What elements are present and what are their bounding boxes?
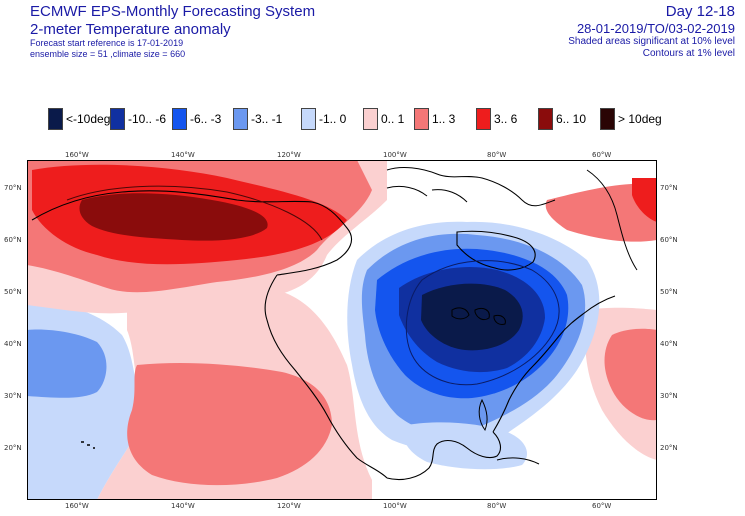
chart-title: ECMWF EPS-Monthly Forecasting System <box>30 3 316 20</box>
lat-label-right: 60°N <box>660 236 678 244</box>
legend-item: <-10deg <box>48 106 110 132</box>
legend-item: 0.. 1 <box>363 106 404 132</box>
lat-label-left: 60°N <box>4 236 22 244</box>
coastline-cuba <box>496 457 540 465</box>
legend-swatch <box>414 108 429 130</box>
coastline <box>31 190 616 481</box>
legend-label: -3.. -1 <box>251 112 283 126</box>
period-block: Day 12-18 28-01-2019/TO/03-02-2019 Shade… <box>568 3 735 60</box>
legend-item: -3.. -1 <box>233 106 282 132</box>
lat-label-left: 70°N <box>4 184 22 192</box>
legend-swatch <box>48 108 63 130</box>
day-range: Day 12-18 <box>665 3 735 20</box>
anomaly-region-gulf-cool <box>403 422 527 470</box>
lat-label-right: 70°N <box>660 184 678 192</box>
lon-label-top: 80°W <box>487 151 507 159</box>
legend-label: 3.. 6 <box>494 112 518 126</box>
legend-swatch <box>600 108 615 130</box>
legend-item: -1.. 0 <box>301 106 346 132</box>
lon-label-bottom: 120°W <box>277 502 301 510</box>
anomaly-region-greenland-warm <box>545 183 657 242</box>
lon-label-bottom: 100°W <box>383 502 407 510</box>
contour-note: Contours at 1% level <box>642 48 735 59</box>
legend-label: 0.. 1 <box>381 112 405 126</box>
lon-label-bottom: 160°W <box>65 502 89 510</box>
lat-label-right: 30°N <box>660 392 678 400</box>
lon-labels-bottom: 160°W 140°W 120°W 100°W 80°W 60°W <box>27 502 657 512</box>
lon-label-top: 100°W <box>383 151 407 159</box>
legend-item: 6.. 10 <box>538 106 586 132</box>
lat-label-left: 40°N <box>4 340 22 348</box>
lat-label-right: 20°N <box>660 444 678 452</box>
lon-labels-top: 160°W 140°W 120°W 100°W 80°W 60°W <box>27 151 657 161</box>
lat-label-right: 50°N <box>660 288 678 296</box>
legend-swatch <box>172 108 187 130</box>
title-block: ECMWF EPS-Monthly Forecasting System 2-m… <box>30 3 315 60</box>
anomaly-region-pacific-warm <box>127 362 333 486</box>
lon-label-bottom: 140°W <box>171 502 195 510</box>
lon-label-bottom: 80°W <box>487 502 507 510</box>
legend-swatch <box>363 108 378 130</box>
significance-note: Shaded areas significant at 10% level <box>568 36 735 47</box>
anomaly-region-pacific-cool-core <box>27 329 107 398</box>
legend-swatch <box>538 108 553 130</box>
coastline-great-lakes <box>451 307 506 325</box>
anomaly-region-great-lakes-extreme-cold <box>421 283 523 351</box>
legend-swatch <box>233 108 248 130</box>
legend-label: <-10deg <box>66 112 111 126</box>
map-canvas <box>27 160 657 500</box>
coastline-greenland <box>586 169 638 271</box>
lon-label-top: 140°W <box>171 151 195 159</box>
coastline-arctic <box>386 166 556 207</box>
anomaly-region-alaska-hot <box>79 193 268 241</box>
legend-label: -6.. -3 <box>190 112 222 126</box>
forecast-start: Forecast start reference is 17-01-2019 <box>30 38 184 48</box>
legend-label: 6.. 10 <box>556 112 587 126</box>
legend-swatch <box>301 108 316 130</box>
legend-swatch <box>110 108 125 130</box>
lat-labels-left: 70°N 60°N 50°N 40°N 30°N 20°N <box>4 160 26 500</box>
lon-label-top: 60°W <box>592 151 612 159</box>
forecast-period: 28-01-2019/TO/03-02-2019 <box>576 21 735 36</box>
lat-label-left: 20°N <box>4 444 22 452</box>
lon-label-top: 160°W <box>65 151 89 159</box>
ensemble-info: ensemble size = 51 ,climate size = 660 <box>30 49 186 59</box>
legend-label: 1.. 3 <box>432 112 456 126</box>
legend-item: -6.. -3 <box>172 106 221 132</box>
legend-label: > 10deg <box>618 112 662 126</box>
legend-label: -1.. 0 <box>319 112 347 126</box>
significance-contour <box>405 260 560 386</box>
legend-label: -10.. -6 <box>128 112 167 126</box>
legend-item: > 10deg <box>600 106 662 132</box>
chart-subtitle: 2-meter Temperature anomaly <box>30 21 231 38</box>
lat-label-right: 40°N <box>660 340 678 348</box>
anomaly-region-atlantic-warm <box>604 328 657 421</box>
coastline-hawaii <box>81 441 95 449</box>
legend-item: -10.. -6 <box>110 106 166 132</box>
lat-label-left: 50°N <box>4 288 22 296</box>
legend-item: 3.. 6 <box>476 106 517 132</box>
map-frame <box>27 160 657 500</box>
coastline-florida <box>478 398 488 432</box>
anomaly-region-greenland-hot <box>632 178 657 222</box>
legend-swatch <box>476 108 491 130</box>
lat-labels-right: 70°N 60°N 50°N 40°N 30°N 20°N <box>660 160 684 500</box>
legend-item: 1.. 3 <box>414 106 455 132</box>
lon-label-top: 120°W <box>277 151 301 159</box>
lat-label-left: 30°N <box>4 392 22 400</box>
lon-label-bottom: 60°W <box>592 502 612 510</box>
significance-contour <box>66 185 323 241</box>
anomaly-map <box>27 160 657 500</box>
